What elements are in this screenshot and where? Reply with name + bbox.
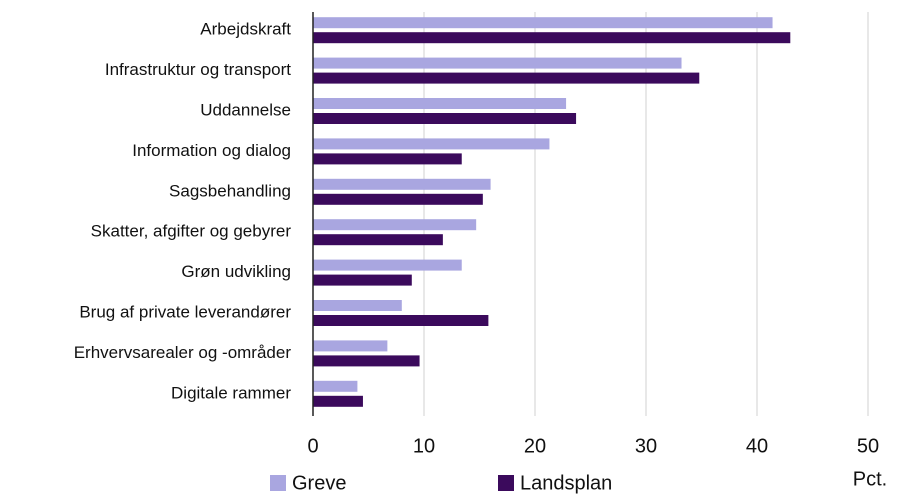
y-tick-label: Brug af private leverandører — [79, 302, 291, 321]
bar — [313, 17, 773, 29]
bar — [313, 113, 577, 124]
bar — [313, 178, 491, 190]
y-tick-label: Arbejdskraft — [200, 20, 291, 39]
legend-swatch — [270, 475, 286, 491]
x-tick-label: 50 — [857, 435, 879, 457]
y-tick-label: Information og dialog — [132, 141, 291, 160]
bar — [313, 153, 462, 165]
y-tick-label: Uddannelse — [200, 100, 291, 119]
bar — [313, 355, 420, 367]
bar — [313, 138, 550, 150]
bar — [313, 380, 358, 392]
bar — [313, 32, 791, 44]
bar — [313, 72, 700, 84]
y-tick-label: Skatter, afgifter og gebyrer — [91, 222, 292, 241]
legend-swatch — [498, 475, 514, 491]
legend-label: Greve — [292, 472, 346, 494]
y-tick-label: Sagsbehandling — [169, 181, 291, 200]
bar — [313, 259, 462, 271]
bar — [313, 219, 477, 231]
bar — [313, 98, 567, 109]
bar — [313, 395, 363, 407]
bar — [313, 57, 682, 69]
y-tick-label: Digitale rammer — [171, 383, 291, 402]
bar — [313, 193, 483, 205]
x-tick-label: 30 — [635, 435, 657, 457]
y-tick-label: Erhvervsarealer og -områder — [74, 343, 292, 362]
bar — [313, 300, 402, 311]
y-tick-label: Infrastruktur og transport — [105, 60, 291, 79]
x-tick-label: 40 — [746, 435, 768, 457]
y-tick-label: Grøn udvikling — [181, 262, 291, 281]
bar — [313, 315, 489, 326]
bar — [313, 234, 443, 246]
bar — [313, 274, 412, 286]
bar — [313, 340, 388, 352]
legend-label: Landsplan — [520, 472, 612, 494]
x-tick-label: 20 — [524, 435, 546, 457]
x-tick-label: 0 — [307, 435, 318, 457]
x-axis-label: Pct. — [853, 468, 887, 490]
x-tick-label: 10 — [413, 435, 435, 457]
